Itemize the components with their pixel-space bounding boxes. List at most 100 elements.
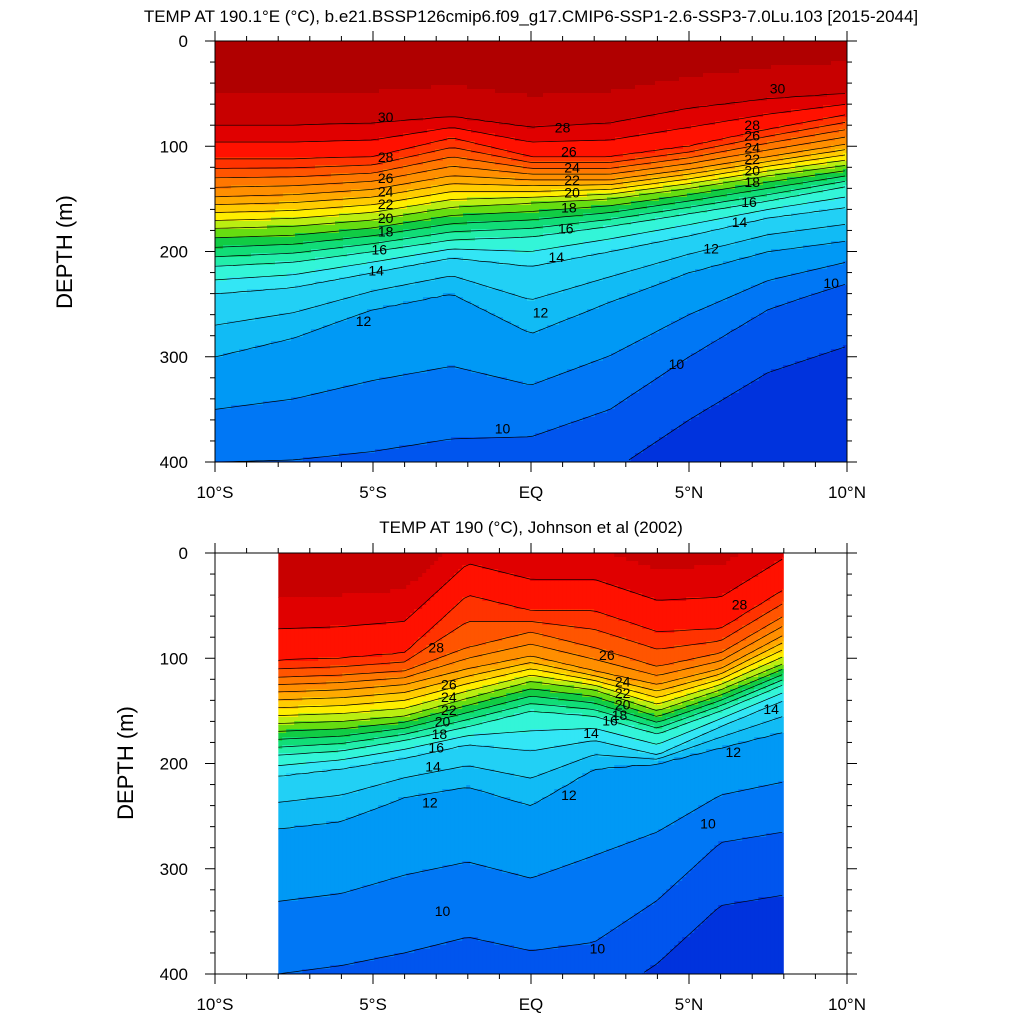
top-field-cell	[267, 237, 272, 246]
top-field-cell	[807, 193, 812, 202]
top-field-cell	[643, 245, 648, 266]
bottom-field-cell	[350, 729, 355, 734]
bottom-field-cell	[378, 957, 383, 974]
top-field-cell	[559, 197, 564, 202]
top-field-cell	[275, 317, 280, 342]
top-field-cell	[567, 369, 572, 426]
top-field-cell	[215, 293, 220, 326]
top-field-cell	[379, 377, 384, 450]
top-field-cell	[687, 189, 692, 194]
top-field-cell	[787, 249, 792, 278]
bottom-field-cell	[294, 677, 299, 686]
top-field-cell	[683, 421, 688, 462]
bottom-field-cell	[462, 553, 467, 566]
top-field-cell	[271, 341, 276, 402]
top-field-cell	[335, 301, 340, 322]
top-field-cell	[507, 41, 512, 94]
top-field-cell	[499, 317, 504, 378]
top-field-cell	[747, 197, 752, 206]
top-field-cell	[383, 177, 388, 190]
top-field-cell	[459, 177, 464, 186]
bottom-field-cell	[454, 721, 459, 730]
top-field-cell	[451, 185, 456, 194]
top-field-cell	[299, 217, 304, 226]
top-field-cell	[843, 153, 847, 162]
top-field-cell	[671, 149, 676, 154]
top-field-cell	[415, 197, 420, 206]
bottom-field-cell	[426, 721, 431, 730]
bottom-field-cell	[362, 813, 367, 886]
top-contour-label: 16	[558, 220, 574, 236]
top-field-cell	[515, 297, 520, 326]
bottom-field-cell	[382, 725, 387, 730]
bottom-field-cell	[330, 761, 335, 770]
bottom-field-cell	[370, 665, 375, 674]
top-field-cell	[291, 261, 296, 274]
top-field-cell	[219, 177, 224, 190]
bottom-field-cell	[466, 785, 471, 862]
top-field-cell	[355, 93, 360, 126]
bottom-field-cell	[406, 677, 411, 686]
top-field-cell	[779, 209, 784, 218]
top-field-cell	[347, 221, 352, 230]
top-field-cell	[771, 309, 776, 370]
top-field-cell	[643, 233, 648, 246]
top-field-cell	[451, 257, 456, 278]
top-field-cell	[763, 101, 768, 114]
top-field-cell	[463, 249, 468, 262]
bottom-field-cell	[410, 553, 415, 582]
top-field-cell	[535, 41, 540, 98]
top-field-cell	[411, 173, 416, 182]
bottom-field-cell	[342, 729, 347, 738]
top-field-cell	[363, 41, 368, 94]
top-field-cell	[479, 185, 484, 194]
top-field-cell	[535, 221, 540, 230]
bottom-field-cell	[398, 733, 403, 742]
top-field-cell	[619, 89, 624, 122]
top-field-cell	[239, 293, 244, 322]
top-field-cell	[411, 265, 416, 286]
top-field-cell	[731, 393, 736, 462]
top-field-cell	[615, 177, 620, 186]
top-field-cell	[711, 177, 716, 182]
top-field-cell	[759, 253, 764, 286]
top-isotherm-24	[215, 144, 846, 198]
bottom-field-cell	[414, 873, 419, 950]
top-field-cell	[679, 213, 684, 226]
top-field-cell	[467, 281, 472, 302]
bottom-field-cell	[450, 689, 455, 698]
top-field-cell	[567, 225, 572, 234]
top-field-cell	[255, 229, 260, 238]
top-field-cell	[783, 97, 788, 114]
top-field-cell	[695, 41, 700, 78]
top-field-cell	[731, 121, 736, 138]
top-field-cell	[827, 93, 832, 106]
top-field-cell	[263, 41, 268, 94]
bottom-field-cell	[438, 641, 443, 658]
bottom-field-cell	[470, 681, 475, 690]
top-field-cell	[231, 265, 236, 278]
bottom-field-cell	[278, 685, 283, 694]
top-field-cell	[791, 41, 796, 66]
bottom-field-cell	[426, 677, 431, 686]
top-field-cell	[287, 225, 292, 238]
top-field-cell	[415, 445, 420, 462]
top-field-cell	[323, 193, 328, 202]
top-field-cell	[519, 237, 524, 254]
bottom-field-cell	[370, 961, 375, 974]
top-field-cell	[763, 373, 768, 462]
top-field-cell	[647, 117, 652, 134]
top-field-cell	[499, 149, 504, 158]
top-field-cell	[531, 97, 536, 130]
top-field-cell	[751, 285, 756, 318]
top-field-cell	[767, 141, 772, 150]
top-field-cell	[459, 141, 464, 150]
top-field-cell	[611, 157, 616, 162]
top-field-cell	[319, 209, 324, 218]
bottom-field-cell	[310, 729, 315, 738]
top-field-cell	[451, 129, 456, 138]
top-field-cell	[751, 221, 756, 238]
top-field-cell	[459, 85, 464, 118]
top-field-cell	[715, 141, 720, 146]
bottom-field-cell	[478, 865, 483, 942]
